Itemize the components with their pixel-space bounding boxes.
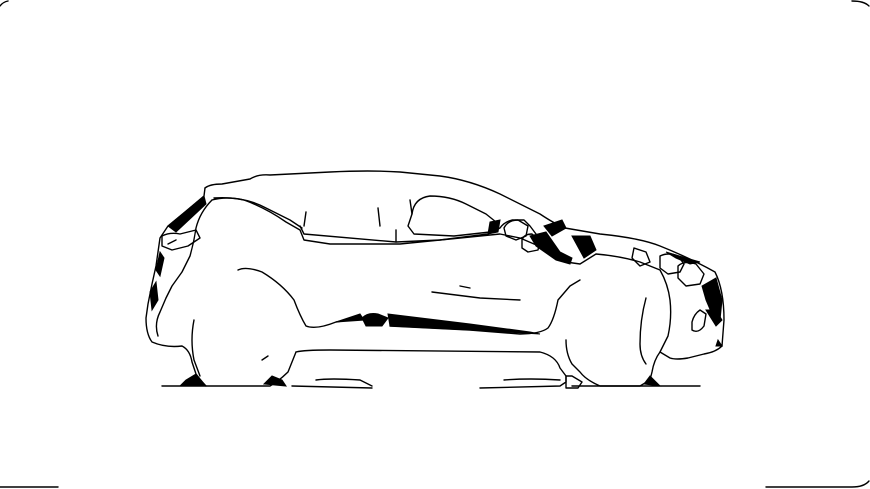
rocker-line [291,385,373,389]
rocker-upper [315,378,373,387]
lower-door-line [389,279,581,335]
front-details [565,247,651,389]
wheel-arches [191,297,647,387]
roof-line [204,170,725,347]
shadow-fills [149,195,723,387]
rear-fender [155,199,213,337]
side-swoop [237,267,361,329]
window-outline [299,219,537,243]
car-body [145,170,725,389]
corner-mark-bottom-right [765,480,870,488]
window-top [213,197,303,229]
c-pillar [377,207,381,227]
window-tick [409,199,413,215]
corner-mark-top-left [0,0,9,7]
door-crease [431,291,521,301]
tail-light [161,229,201,251]
rear-top [145,187,207,387]
rocker-upper-front [503,378,561,381]
sill-line [295,349,567,389]
front-wheel-arch [639,297,647,365]
door-crease-tick [459,285,471,289]
rear-wheel-arch [191,319,201,377]
headlight [659,253,707,333]
front-bumper [565,339,723,387]
quarter-window [407,195,497,237]
arch-tick-rear [261,355,269,361]
side-mirror [503,219,541,253]
b-pillar [303,211,307,227]
corner-mark-top-right [851,0,870,7]
